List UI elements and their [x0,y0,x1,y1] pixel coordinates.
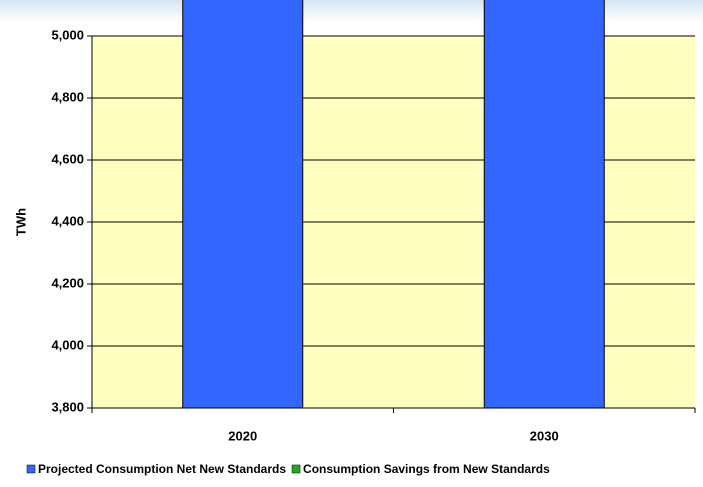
y-tick-label: 3,800 [51,399,84,414]
y-tick-label: 4,600 [51,151,84,166]
x-tick-label: 2020 [228,428,257,443]
legend-swatch [291,464,301,474]
x-tick-label: 2030 [530,428,559,443]
bar-segment [182,0,304,409]
legend-label: Consumption Savings from New Standards [303,462,550,476]
legend-label: Projected Consumption Net New Standards [38,462,286,476]
y-tick-label: 4,400 [51,213,84,228]
y-tick-label: 4,200 [51,275,84,290]
y-tick-label: 4,800 [51,89,84,104]
y-tick-label: 4,000 [51,337,84,352]
y-axis-label: TWh [13,208,28,236]
legend-swatch [26,464,36,474]
y-tick-label: 5,000 [51,27,84,42]
bar-segment [483,0,605,409]
